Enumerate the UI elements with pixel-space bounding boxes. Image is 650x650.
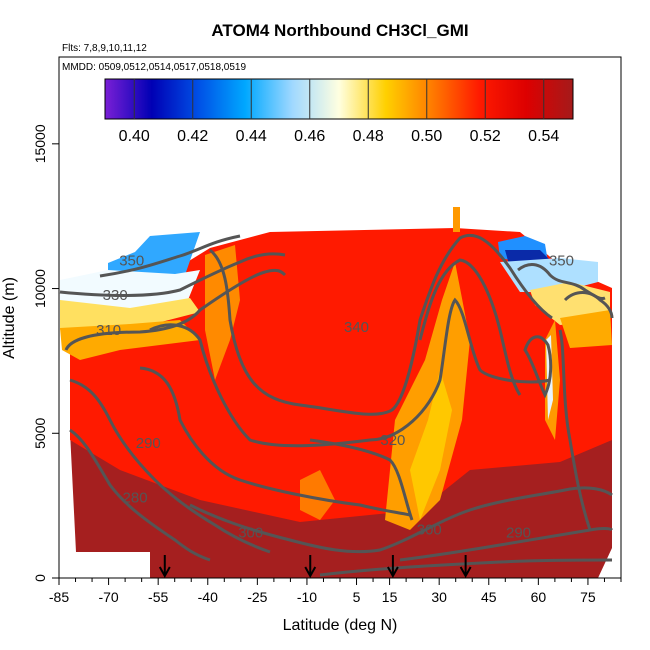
contour-label: 310 (96, 322, 121, 339)
x-tick-label: -70 (98, 589, 118, 605)
y-tick-label: 5000 (32, 417, 48, 448)
colorbar-tick-label: 0.52 (470, 128, 501, 145)
subtitle-flights: Flts: 7,8,9,10,11,12 (62, 43, 147, 54)
contour-right-vertical (558, 329, 592, 531)
field-yellow-band (60, 298, 200, 334)
contour-330-left (59, 252, 286, 297)
contour-label: 320 (380, 432, 405, 449)
colorbar-gradient (105, 79, 573, 119)
subtitle-dates: MMDD: 0509,0512,0514,0517,0518,0519 (62, 62, 246, 73)
y-tick-label: 15000 (32, 124, 48, 163)
arrow-markers (158, 555, 472, 579)
contour-300-lower (189, 486, 613, 554)
contour-290-left (69, 378, 271, 554)
arrow-marker-head (158, 566, 171, 579)
contour-label: 340 (344, 319, 369, 336)
x-tick-label: 45 (481, 589, 497, 605)
x-tick-label: 15 (382, 589, 398, 605)
colorbar-tick-label: 0.48 (353, 128, 384, 145)
x-tick-label: 75 (580, 589, 596, 605)
contour-300-upper (139, 366, 411, 517)
field-white-band (60, 270, 200, 312)
colorbar-tick-layer: 0.40 0.42 0.44 0.46 0.48 0.50 0.52 0.54 (119, 79, 559, 145)
x-tick-label: -10 (297, 589, 317, 605)
contour-350-left (99, 234, 241, 278)
y-axis: 0 5000 10000 15000 (32, 57, 60, 582)
contour-340 (208, 233, 553, 416)
field-yellow-plume (410, 370, 452, 520)
contour-label: 300 (417, 522, 442, 539)
x-tick-label: 5 (353, 589, 361, 605)
y-axis-label: Altitude (m) (1, 277, 18, 359)
contour-320-lower (309, 438, 414, 521)
arrow-marker-head (387, 566, 399, 579)
colorbar-tick-label: 0.50 (411, 128, 442, 145)
x-tick-label: 30 (431, 589, 447, 605)
colorbar-cells (105, 79, 573, 119)
colorbar-tick-label: 0.40 (119, 128, 150, 145)
contour-label: 300 (238, 524, 263, 541)
y-tick-label: 10000 (32, 269, 48, 308)
arrow-marker-head (459, 566, 472, 579)
x-tick-label: 60 (531, 589, 547, 605)
field-orange-mid (300, 470, 335, 520)
contour-290-right (399, 527, 614, 562)
colorbar-tick-label: 0.42 (177, 128, 208, 145)
y-tick-label: 0 (32, 574, 48, 582)
contour-label: 290 (506, 524, 531, 541)
contour-label: 350 (119, 252, 144, 269)
contour-label-layer: 350 330 310 340 320 290 280 300 300 290 350 (96, 252, 574, 541)
x-tick-label: -55 (148, 589, 168, 605)
x-axis: -85 -70 -55 -40 -25 -10 5 15 30 45 60 75 (49, 577, 622, 605)
contour-310-right (418, 258, 522, 396)
contour-310-left (64, 268, 287, 351)
x-tick-label: -25 (247, 589, 267, 605)
field-topspike (453, 207, 460, 232)
contour-280 (69, 428, 211, 562)
field-orange-left (205, 245, 240, 380)
arrow-marker-head (304, 566, 317, 579)
x-tick-label: -40 (198, 589, 218, 605)
chart-title: ATOM4 Northbound CH3Cl_GMI (211, 21, 468, 40)
contour-label: 350 (549, 252, 574, 269)
colorbar-tick-label: 0.46 (294, 128, 325, 145)
contour-290-bottom (319, 558, 613, 577)
colorbar: 0.40 0.42 0.44 0.46 0.48 0.50 0.52 0.54 (104, 78, 574, 145)
contour-label: 280 (123, 490, 148, 507)
x-axis-label: Latitude (deg N) (283, 617, 398, 634)
contour-320 (149, 297, 551, 448)
contour-lines (59, 233, 614, 577)
contour-label: 290 (136, 435, 161, 452)
field-orange-right (560, 310, 612, 348)
contour-label: 330 (103, 287, 128, 304)
colorbar-frame (104, 78, 574, 120)
colorbar-tick-label: 0.54 (528, 128, 559, 145)
contour-right-loop (523, 335, 553, 399)
x-tick-label: -85 (49, 589, 69, 605)
colorbar-tick-label: 0.44 (236, 128, 267, 145)
contour-right-edge (563, 291, 614, 319)
